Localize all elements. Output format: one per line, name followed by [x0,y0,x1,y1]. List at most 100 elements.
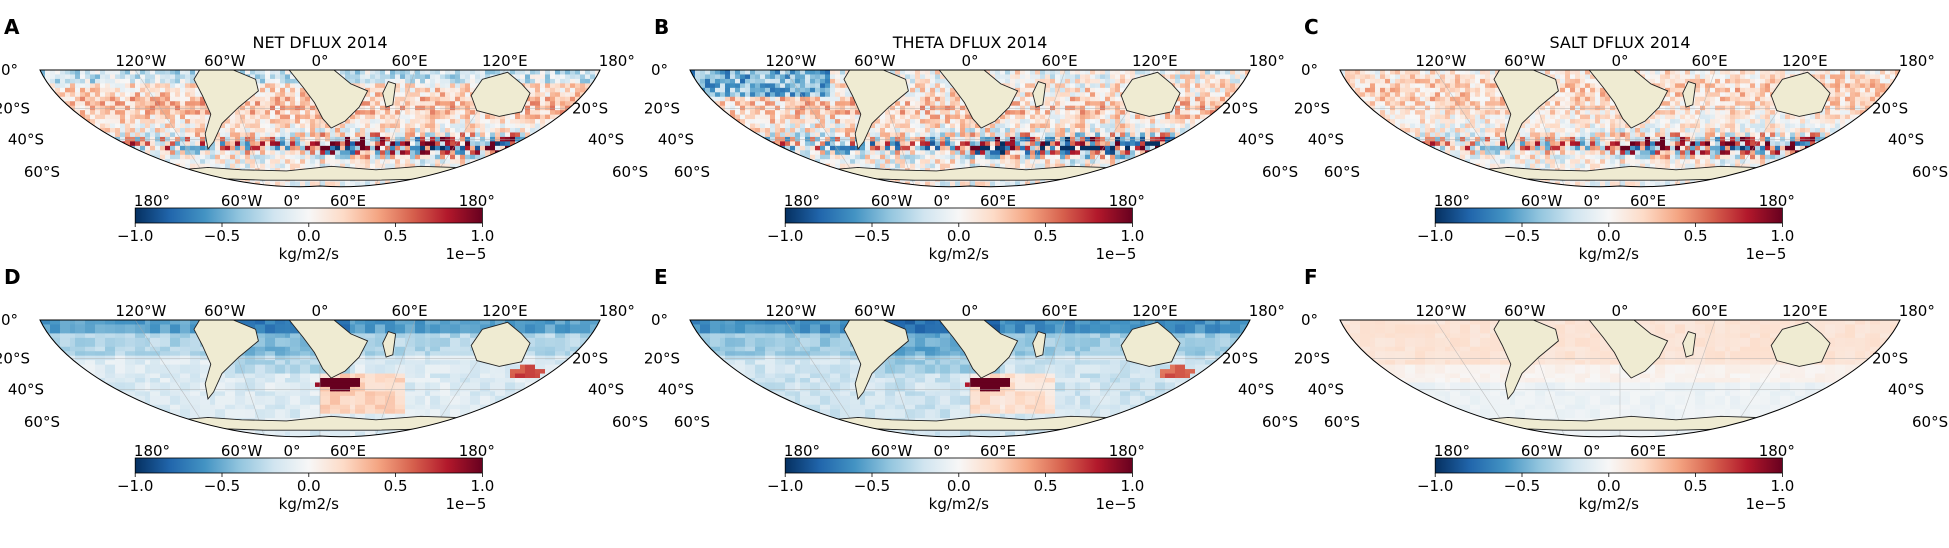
lon-tick-label: 60°W [871,192,913,210]
lon-tick-label: 60°E [1630,442,1666,460]
panel-title: THETA DFLUX 2014 [892,33,1048,52]
lat-tick-label: 60°S [1912,413,1948,431]
colorbar-unit: kg/m2/s [1579,245,1639,263]
south-america-land [193,320,259,400]
lon-tick-label: 60°E [1692,52,1728,70]
colorbar-tick-label: 0.5 [384,477,408,495]
lat-tick-label: 60°S [1912,163,1948,181]
lat-tick-label: 20°S [644,349,680,367]
lon-tick-label: 180° [1109,442,1145,460]
lon-tick-label: 60°E [980,442,1016,460]
lon-tick-label: 120°E [482,52,528,70]
antarctica-land [813,165,1129,181]
lon-tick-label: 120°W [1415,52,1466,70]
lon-tick-label: 120°W [1415,302,1466,320]
lon-tick-label: 0° [311,52,328,70]
colorbar [1434,207,1783,224]
lon-tick-label: 180° [1434,442,1470,460]
lon-tick-label: 180° [1759,442,1795,460]
lon-tick-label: 60°E [330,442,366,460]
lat-tick-label: 60°S [1324,163,1360,181]
lon-tick-label: 120°E [1782,52,1828,70]
lon-tick-label: 60°W [1521,192,1563,210]
colorbar-unit: kg/m2/s [929,495,989,513]
lat-tick-label: 60°S [674,163,710,181]
panel-title: SALT DFLUX 2014 [1549,33,1690,52]
map-outline [39,319,601,438]
lon-tick-label: 60°W [221,192,263,210]
panel-f: F 120°W 60°W 0° 60°E 120°E 180° 0° 20°S 40°S 60°S 2… [1294,265,1948,513]
lon-tick-label: 60°W [221,442,263,460]
lon-tick-label: 60°W [854,302,896,320]
lon-tick-label: 120°W [115,302,166,320]
lat-tick-label: 0° [1301,61,1318,79]
colorbar-tick-label: −0.5 [204,227,240,245]
lon-tick-label: 180° [784,442,820,460]
south-america-land [1493,320,1559,400]
lon-tick-label: 0° [1583,192,1600,210]
map-outline [1339,319,1901,438]
panel-a: A NET DFLUX 2014 120°W 60°W 0° 60°E 120°E 180° 0… [0,15,648,263]
lon-tick-label: 0° [283,192,300,210]
madagascar-land [1032,81,1047,108]
lon-tick-label: 120°E [1132,302,1178,320]
south-america-land [193,70,259,150]
lat-tick-label: 20°S [1222,349,1258,367]
lon-tick-label: 0° [283,442,300,460]
lon-tick-label: 60°W [1504,52,1546,70]
lon-tick-label: 180° [134,442,170,460]
lon-tick-label: 60°E [1042,302,1078,320]
lat-tick-label: 0° [651,311,668,329]
colorbar-tick-label: 0.0 [1597,477,1621,495]
map-outline [689,69,1251,188]
lon-tick-label: 60°E [392,302,428,320]
colorbar [784,457,1133,474]
lon-tick-label: 0° [933,192,950,210]
colorbar-unit: kg/m2/s [1579,495,1639,513]
lat-tick-label: 60°S [24,413,60,431]
panel-letter: B [654,15,669,39]
lon-tick-label: 60°E [1692,302,1728,320]
lat-tick-label: 0° [1,61,18,79]
panel-letter: C [1304,15,1319,39]
lon-tick-label: 120°E [1782,302,1828,320]
colorbar-tick-label: −0.5 [854,227,890,245]
map-outline [689,319,1251,438]
lon-tick-label: 60°E [392,52,428,70]
lon-tick-label: 120°W [765,52,816,70]
lat-tick-label: 60°S [612,413,648,431]
colorbar-tick-label: −0.5 [1504,227,1540,245]
madagascar-land [1682,81,1697,108]
lat-tick-label: 40°S [658,381,694,399]
colorbar-tick-label: −1.0 [117,227,153,245]
antarctica-land [813,415,1129,431]
heatmap-field [1340,70,1900,187]
lon-tick-label: 180° [1899,302,1935,320]
lon-tick-label: 180° [784,192,820,210]
colorbar-tick-label: 1.0 [470,227,494,245]
madagascar-land [1032,331,1047,358]
lon-tick-label: 180° [599,52,635,70]
madagascar-land [1682,331,1697,358]
map-outline [39,69,601,188]
lat-tick-label: 0° [1301,311,1318,329]
south-america-land [843,70,909,150]
colorbar-scale: 1e−5 [1096,495,1137,513]
heatmap-field [690,320,1250,437]
lon-tick-label: 120°E [482,302,528,320]
lon-tick-label: 180° [1109,192,1145,210]
colorbar-tick-label: 1.0 [1120,227,1144,245]
colorbar-tick-label: 1.0 [1120,477,1144,495]
panel-letter: A [4,15,20,39]
south-america-land [1493,70,1559,150]
africa-land [1588,70,1669,129]
colorbar-scale: 1e−5 [1746,245,1787,263]
lat-tick-label: 60°S [1262,413,1298,431]
colorbar [134,457,483,474]
lon-tick-label: 0° [1583,442,1600,460]
lon-tick-label: 60°W [871,442,913,460]
colorbar-unit: kg/m2/s [279,245,339,263]
lon-tick-label: 60°E [1630,192,1666,210]
colorbar-tick-label: 0.5 [1034,227,1058,245]
colorbar-tick-label: 1.0 [1770,477,1794,495]
